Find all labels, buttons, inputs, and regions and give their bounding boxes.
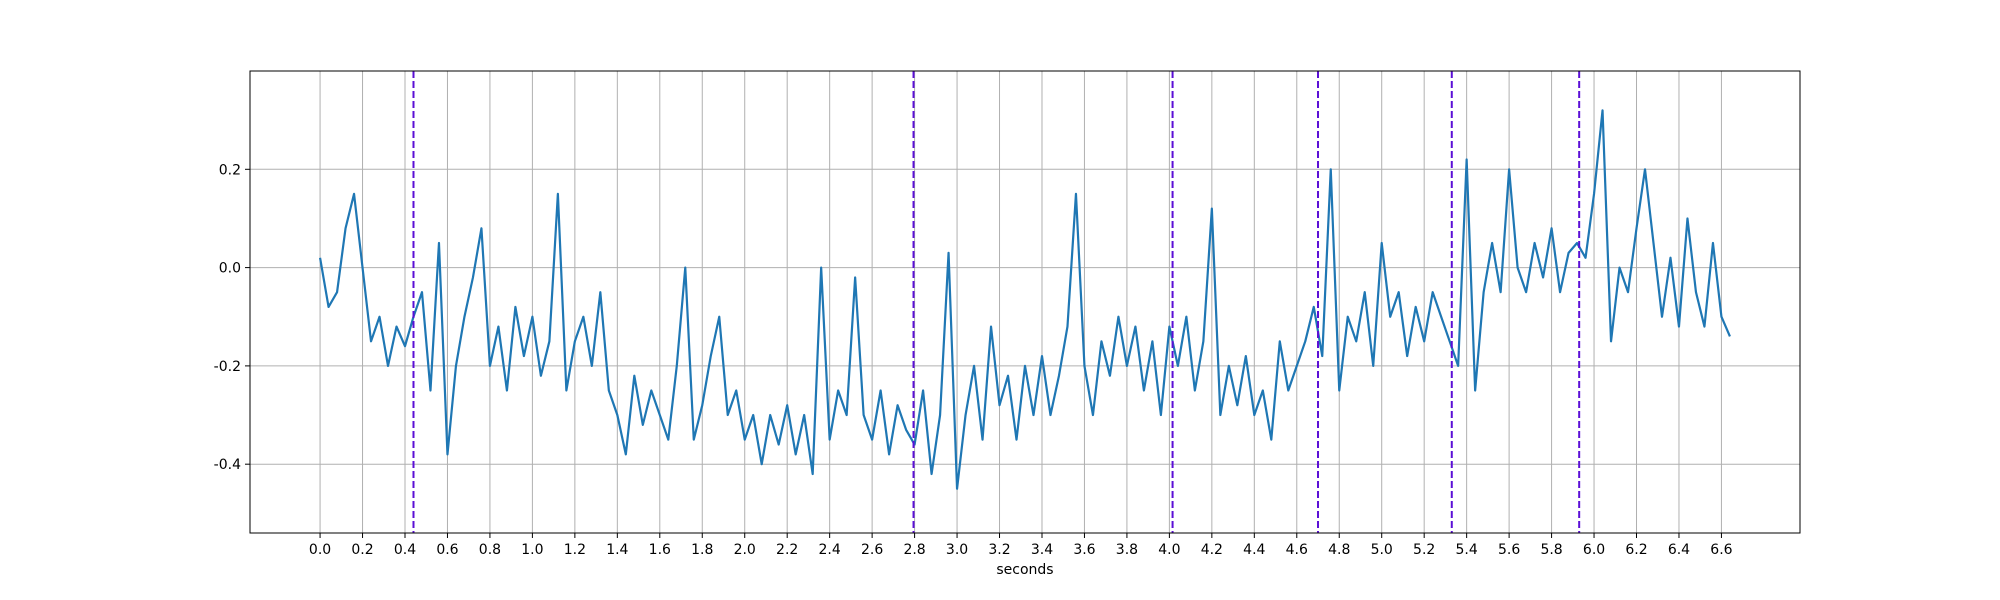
x-tick-label: 0.4 (394, 542, 416, 558)
x-tick-label: 1.2 (564, 542, 586, 558)
x-tick-label: 4.6 (1286, 542, 1308, 558)
x-tick-label: 5.4 (1456, 542, 1478, 558)
x-tick-label: 0.8 (479, 542, 501, 558)
plot-frame (249, 70, 1801, 534)
x-tick-label: 1.8 (691, 542, 713, 558)
x-tick-label: 0.0 (309, 542, 331, 558)
x-tick-label: 1.0 (521, 542, 543, 558)
x-tick-label: 4.2 (1201, 542, 1223, 558)
x-tick-label: 3.2 (988, 542, 1010, 558)
x-tick-label: 6.0 (1583, 542, 1605, 558)
x-tick-label: 5.0 (1371, 542, 1393, 558)
y-tick-label: 0.2 (219, 162, 241, 178)
x-tick-label: 5.6 (1498, 542, 1520, 558)
x-tick-label: 2.2 (776, 542, 798, 558)
x-tick-label: 0.2 (351, 542, 373, 558)
x-tick-label: 2.8 (903, 542, 925, 558)
x-tick-label: 5.2 (1413, 542, 1435, 558)
x-tick-label: 2.4 (819, 542, 841, 558)
x-tick-label: 4.4 (1243, 542, 1265, 558)
x-tick-label: 4.8 (1328, 542, 1350, 558)
x-tick-label: 5.8 (1540, 542, 1562, 558)
signal-line (318, 109, 1731, 490)
x-tick-label: 0.6 (436, 542, 458, 558)
x-tick-label: 3.0 (946, 542, 968, 558)
y-tick-label: -0.2 (214, 359, 241, 375)
x-tick-label: 6.2 (1625, 542, 1647, 558)
x-tick-label: 1.6 (649, 542, 671, 558)
x-axis-label: seconds (996, 562, 1053, 578)
y-tick-label: 0.0 (219, 261, 241, 277)
x-tick-label: 3.4 (1031, 542, 1053, 558)
x-tick-label: 4.0 (1158, 542, 1180, 558)
x-tick-label: 6.6 (1710, 542, 1732, 558)
x-tick-label: 3.8 (1116, 542, 1138, 558)
x-tick-label: 3.6 (1073, 542, 1095, 558)
y-tick-label: -0.4 (214, 457, 241, 473)
x-tick-label: 6.4 (1668, 542, 1690, 558)
x-tick-label: 2.0 (734, 542, 756, 558)
x-tick-label: 1.4 (606, 542, 628, 558)
x-tick-label: 2.6 (861, 542, 883, 558)
